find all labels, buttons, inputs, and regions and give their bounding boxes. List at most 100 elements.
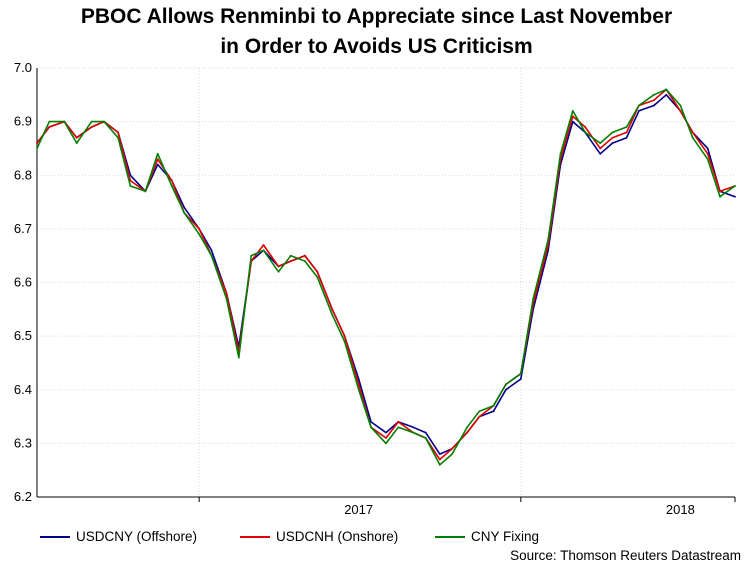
- series-2-point: [331, 313, 334, 316]
- series-2-point: [343, 340, 346, 343]
- series-0-point: [385, 431, 387, 434]
- series-1-point: [198, 227, 201, 230]
- series-2-point: [679, 104, 682, 107]
- series-1-point: [156, 158, 159, 161]
- series-2-point: [370, 426, 372, 429]
- series-0-point: [625, 136, 628, 139]
- series-2-point: [237, 356, 240, 359]
- series-0-point: [504, 388, 507, 391]
- series-2-point: [75, 142, 78, 144]
- series-2-point: [424, 437, 427, 439]
- y-tick-label: 7.0: [14, 60, 32, 75]
- series-2-point: [156, 152, 159, 155]
- chart-title-line-2: in Order to Avoids US Criticism: [220, 35, 533, 58]
- legend-label-usdcny: USDCNY (Offshore): [76, 529, 198, 544]
- series-2-point: [183, 211, 186, 214]
- series-1-point: [438, 458, 441, 461]
- series-2-point: [665, 88, 668, 91]
- series-2-point: [653, 93, 655, 96]
- series-2-point: [36, 147, 38, 150]
- series-1-point: [679, 110, 682, 112]
- series-2-point: [625, 126, 628, 128]
- series-1-point: [451, 447, 453, 450]
- series-0-point: [599, 152, 602, 155]
- series-2-point: [103, 120, 105, 123]
- series-0-point: [156, 163, 159, 166]
- series-0-point: [357, 378, 360, 380]
- series-1-point: [75, 136, 78, 139]
- series-2-point: [504, 383, 507, 386]
- series-1-point: [225, 292, 228, 295]
- series-2-point: [438, 463, 441, 466]
- series-1-point: [625, 131, 628, 134]
- series-1-point: [691, 131, 694, 134]
- series-0-point: [210, 249, 213, 252]
- y-tick-label: 6.6: [14, 275, 32, 290]
- series-2-point: [451, 453, 453, 455]
- series-0-point: [653, 104, 655, 107]
- series-2-point: [547, 238, 550, 241]
- series-1-point: [36, 142, 38, 144]
- series-0-point: [492, 410, 495, 413]
- series-2-point: [277, 270, 280, 273]
- series-2-point: [492, 404, 495, 407]
- x-tick-label: 2017: [344, 502, 373, 517]
- series-2-point: [63, 120, 66, 123]
- series-2-point: [170, 185, 173, 187]
- series-2-point: [571, 110, 574, 112]
- series-2-point: [397, 426, 400, 429]
- series-0-point: [665, 93, 668, 96]
- y-tick-label: 6.5: [14, 328, 32, 343]
- series-1-point: [397, 421, 400, 423]
- series-2-point: [357, 388, 360, 391]
- y-tick-label: 6.8: [14, 167, 32, 182]
- legend-swatch-usdcnh: [240, 536, 270, 538]
- y-tick-label: 6.3: [14, 435, 32, 450]
- series-2-point: [638, 104, 640, 107]
- series-1-point: [117, 131, 119, 134]
- series-1-point: [653, 99, 655, 102]
- series-2-point: [734, 185, 736, 187]
- legend-label-usdcnh: USDCNH (Onshore): [276, 529, 399, 544]
- series-0-point: [424, 431, 427, 434]
- series-0-point: [412, 426, 415, 429]
- series-1-point: [289, 260, 292, 262]
- series-2-point: [691, 136, 694, 139]
- y-tick-label: 6.2: [14, 489, 32, 504]
- series-2-point: [478, 410, 481, 413]
- series-2-point: [117, 136, 119, 139]
- series-2-point: [289, 254, 292, 257]
- series-0-point: [519, 378, 522, 380]
- series-2-point: [599, 142, 602, 144]
- series-line-1: [36, 88, 736, 461]
- chart-title: PBOC Allows Renminbi to Appreciate since…: [0, 2, 753, 62]
- y-tick-label: 6.4: [14, 382, 32, 397]
- series-2-point: [144, 190, 147, 193]
- series-1-point: [316, 270, 319, 273]
- series-2-point: [385, 442, 387, 445]
- series-line-0: [36, 94, 736, 455]
- series-1-point: [277, 265, 280, 268]
- series-2-point: [706, 158, 709, 161]
- legend-swatch-usdcny: [40, 536, 70, 538]
- series-1-point: [719, 190, 721, 193]
- series-line-2: [36, 88, 736, 466]
- series-2-point: [466, 426, 468, 429]
- series-2-point: [262, 249, 265, 252]
- series-1-point: [90, 126, 93, 128]
- series-2-point: [532, 297, 535, 300]
- series-1-point: [129, 179, 132, 182]
- series-1-point: [331, 308, 334, 311]
- legend-swatch-cny-fixing: [435, 536, 465, 538]
- series-0-point: [638, 110, 640, 112]
- series-1-point: [385, 437, 387, 439]
- series-2-point: [412, 431, 415, 434]
- series-2-point: [584, 131, 587, 134]
- series-0-point: [571, 120, 574, 123]
- series-1-point: [170, 179, 173, 182]
- series-2-point: [719, 195, 721, 198]
- series-1-point: [357, 383, 360, 386]
- series-0-point: [706, 147, 709, 150]
- y-tick-label: 6.9: [14, 114, 32, 129]
